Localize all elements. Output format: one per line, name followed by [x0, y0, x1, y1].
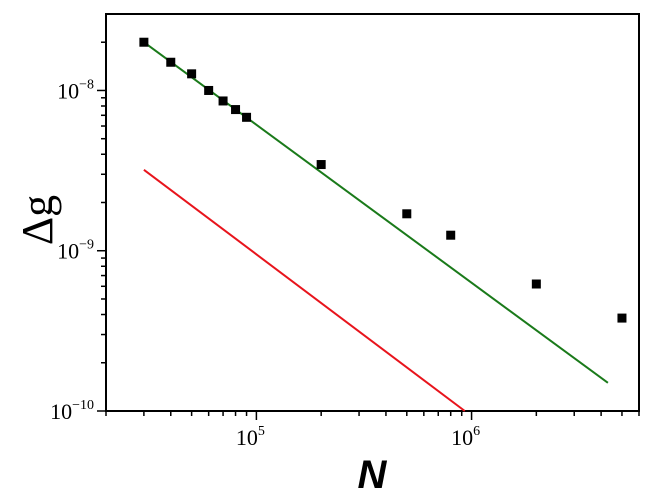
data-point-1 [166, 57, 176, 67]
data-point-2 [187, 69, 197, 79]
axis-ticks [97, 41, 640, 420]
y-axis-label: Δg [13, 195, 62, 245]
fit-line-2 [143, 169, 466, 412]
data-point-8 [402, 209, 412, 219]
data-point-3 [204, 85, 214, 95]
x-tick-label: 105 [236, 424, 265, 450]
data-point-4 [218, 96, 228, 106]
y-tick-label: 10−10 [50, 398, 94, 424]
data-point-10 [531, 279, 541, 289]
data-point-11 [617, 313, 627, 323]
plot-frame [105, 13, 640, 412]
data-point-5 [231, 105, 241, 115]
data-point-0 [139, 37, 149, 47]
series-points [139, 37, 627, 323]
data-point-7 [316, 160, 326, 170]
x-axis-label: N [358, 453, 388, 493]
plot-frame-group [105, 13, 640, 412]
x-tick-label: 106 [451, 424, 480, 450]
axis-tick-labels: 105 106 10−10 10−9 10−8 [50, 77, 480, 450]
series-lines [143, 41, 609, 412]
data-point-6 [242, 112, 252, 122]
fit-line-1 [143, 41, 609, 384]
y-tick-label: 10−9 [57, 238, 94, 264]
y-tick-label: 10−8 [57, 77, 94, 103]
data-point-9 [446, 230, 456, 240]
